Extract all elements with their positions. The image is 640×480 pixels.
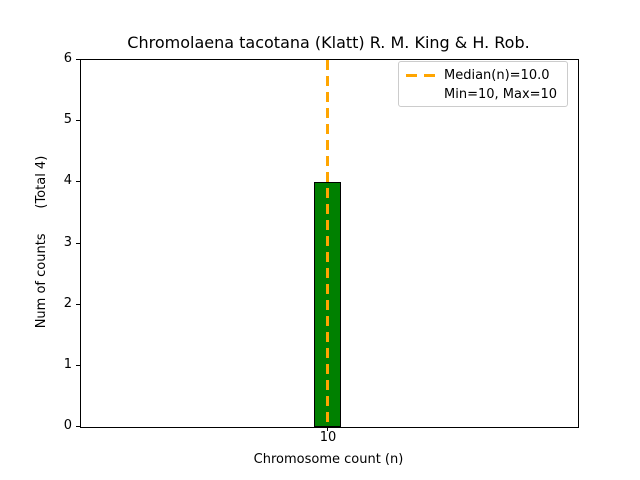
legend: Median(n)=10.0 Min=10, Max=10 xyxy=(398,61,568,107)
legend-entry-minmax: Min=10, Max=10 xyxy=(406,85,560,104)
legend-label: Median(n)=10.0 xyxy=(444,68,550,83)
y-axis-label: Num of counts (Total 4) xyxy=(34,155,49,329)
y-tick-label: 6 xyxy=(63,51,72,66)
y-tick-label: 2 xyxy=(63,296,72,311)
y-tick-mark xyxy=(76,59,80,60)
median-line xyxy=(326,60,329,427)
x-tick-label: 10 xyxy=(319,430,337,445)
y-tick-mark xyxy=(76,365,80,366)
plot-area xyxy=(80,59,579,428)
y-tick-label: 3 xyxy=(63,235,72,250)
y-tick-mark xyxy=(76,120,80,121)
y-tick-label: 5 xyxy=(63,112,72,127)
chart-title: Chromolaena tacotana (Klatt) R. M. King … xyxy=(127,33,530,52)
dashed-line-icon xyxy=(406,74,436,77)
y-tick-label: 4 xyxy=(63,173,72,188)
y-tick-mark xyxy=(76,181,80,182)
y-tick-label: 0 xyxy=(63,418,72,433)
y-tick-mark xyxy=(76,426,80,427)
y-tick-mark xyxy=(76,243,80,244)
y-tick-mark xyxy=(76,304,80,305)
x-tick-mark xyxy=(327,427,328,431)
y-tick-label: 1 xyxy=(63,357,72,372)
legend-entry-median: Median(n)=10.0 xyxy=(406,66,560,85)
x-axis-label: Chromosome count (n) xyxy=(253,452,404,467)
legend-label: Min=10, Max=10 xyxy=(444,87,558,102)
